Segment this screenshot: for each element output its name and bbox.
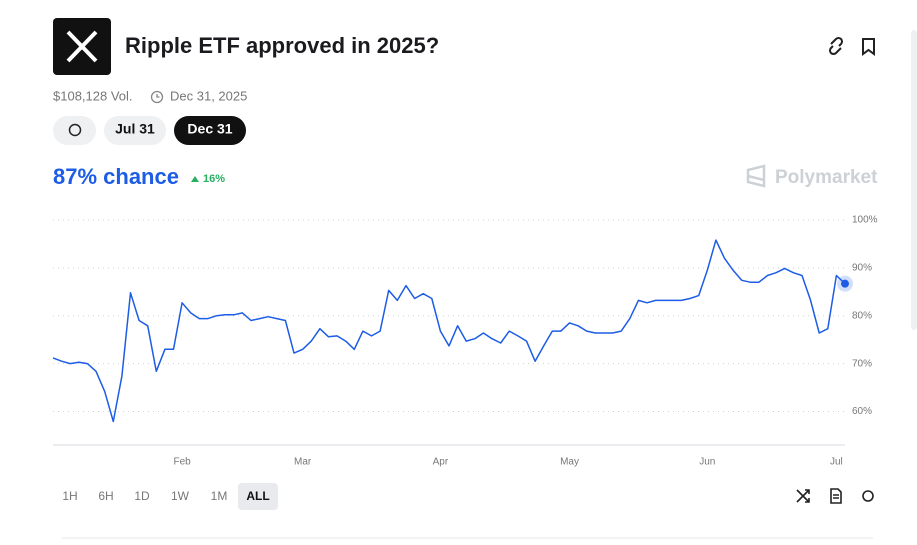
chart-tools — [796, 488, 874, 504]
change: 16% — [203, 173, 225, 185]
range-button[interactable]: 1M — [211, 489, 228, 503]
history-button[interactable] — [53, 116, 96, 145]
x-tick-label: Jun — [699, 457, 715, 468]
range-button[interactable]: 1W — [171, 489, 190, 503]
shuffle-button[interactable] — [796, 489, 810, 503]
price-line — [52, 239, 846, 423]
market-title: Ripple ETF approved in 2025? — [125, 33, 439, 58]
clock-hands — [156, 94, 160, 98]
chance: 87% chance — [53, 164, 179, 189]
x-tick-label: May — [560, 457, 579, 468]
date-tab-label: Jul 31 — [115, 121, 155, 137]
plot: 60% 70% 80% 90% 100% Feb Mar Apr May Jun Jul — [52, 215, 878, 468]
range-active-bg — [238, 483, 278, 510]
brand: Polymarket — [775, 167, 878, 188]
range-button[interactable]: 6H — [98, 489, 113, 503]
clock-icon — [150, 90, 164, 104]
bookmark-button[interactable] — [862, 38, 875, 56]
link-button[interactable] — [828, 36, 844, 56]
settings-button[interactable] — [862, 490, 874, 502]
range-button[interactable]: ALL — [246, 489, 269, 503]
x-tick-label: Jul — [830, 457, 843, 468]
y-tick-label: 70% — [852, 358, 872, 369]
xrp-logo — [66, 30, 98, 63]
y-tick-label: 90% — [852, 263, 872, 274]
y-tick-label: 100% — [852, 215, 878, 226]
y-tick-label: 60% — [852, 406, 872, 417]
x-tick-label: Mar — [294, 457, 312, 468]
date-tab-active[interactable] — [174, 116, 246, 145]
range-button[interactable]: 1H — [62, 489, 77, 503]
date-tab[interactable] — [104, 116, 166, 145]
volume: $108,128 Vol. — [53, 88, 133, 103]
up-arrow — [191, 176, 199, 182]
x-tick-label: Apr — [433, 457, 449, 468]
side-panel-edge — [911, 30, 917, 330]
current-point — [841, 279, 849, 288]
end-date: Dec 31, 2025 — [170, 88, 247, 103]
x-tick-label: Feb — [174, 457, 192, 468]
document-button[interactable] — [830, 488, 842, 504]
history-icon — [68, 123, 82, 137]
y-tick-label: 80% — [852, 310, 872, 321]
date-tab-label: Dec 31 — [187, 121, 232, 137]
brand-logo — [746, 164, 766, 188]
range-button[interactable]: 1D — [134, 489, 150, 503]
